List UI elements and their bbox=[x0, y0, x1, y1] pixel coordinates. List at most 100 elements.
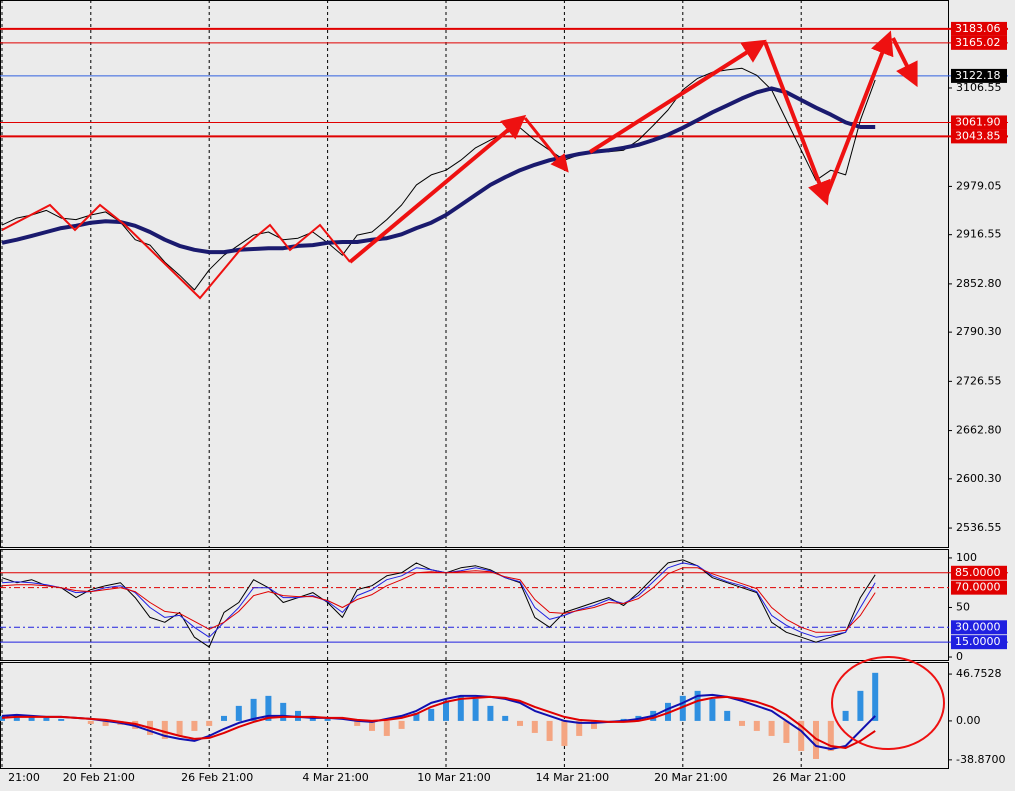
histogram-bar bbox=[87, 720, 94, 724]
histogram-bar bbox=[176, 720, 183, 736]
y-tick-label: 2852.80 bbox=[956, 277, 1002, 290]
level-box bbox=[951, 115, 1007, 130]
histogram-bar bbox=[546, 720, 553, 741]
histogram-bar bbox=[13, 714, 20, 721]
histogram-bar bbox=[250, 698, 257, 721]
histogram-bar bbox=[827, 720, 834, 751]
histogram-bar bbox=[768, 720, 775, 736]
histogram-bar bbox=[265, 695, 272, 721]
y-tick-label: 3106.55 bbox=[956, 81, 1002, 94]
y-tick-label: 50 bbox=[956, 600, 970, 613]
level-label: 3043.85 bbox=[955, 129, 1001, 142]
x-tick-label: 21:00 bbox=[8, 771, 40, 784]
y-tick-label: -38.8700 bbox=[956, 753, 1005, 766]
x-tick-label: 14 Mar 21:00 bbox=[536, 771, 609, 784]
histogram-bar bbox=[531, 720, 538, 733]
histogram-bar bbox=[324, 718, 331, 721]
level-box bbox=[951, 565, 1007, 580]
histogram-bar bbox=[354, 720, 361, 726]
x-tick-label: 20 Mar 21:00 bbox=[654, 771, 727, 784]
y-tick-label: 2600.30 bbox=[956, 472, 1002, 485]
histogram-bar bbox=[369, 720, 375, 731]
histogram-bar bbox=[783, 720, 790, 743]
x-tick-label: 20 Feb 21:00 bbox=[63, 771, 135, 784]
histogram-bar bbox=[561, 720, 568, 746]
y-tick-label: 2662.80 bbox=[956, 424, 1002, 437]
arrow bbox=[891, 37, 918, 88]
arrow bbox=[763, 41, 831, 206]
level-label: 3061.90 bbox=[955, 115, 1001, 128]
histogram-bar bbox=[43, 717, 50, 721]
histogram-bar bbox=[591, 720, 597, 729]
x-tick-label: 4 Mar 21:00 bbox=[302, 771, 368, 784]
histogram-bar bbox=[842, 710, 849, 721]
histogram-bar bbox=[502, 715, 509, 721]
histogram-bar bbox=[398, 720, 405, 729]
level-label: 70.0000 bbox=[955, 581, 1001, 594]
level-box bbox=[951, 35, 1007, 50]
histogram-bar bbox=[457, 695, 464, 721]
arrow bbox=[348, 114, 527, 264]
level-label: 30.0000 bbox=[955, 620, 1001, 633]
histogram-bar bbox=[517, 720, 523, 726]
annotations bbox=[1, 30, 945, 750]
series-line bbox=[1, 562, 876, 638]
histogram-bar bbox=[28, 716, 35, 721]
y-tick-label: 2726.55 bbox=[956, 374, 1002, 387]
histogram-bar bbox=[857, 690, 864, 721]
histogram-bar bbox=[413, 712, 420, 721]
series-line bbox=[1, 567, 876, 633]
series-line bbox=[1, 695, 876, 749]
level-box bbox=[951, 129, 1007, 144]
panel-frame bbox=[0, 549, 949, 661]
histogram-bar bbox=[709, 698, 716, 721]
y-tick-label: 2979.05 bbox=[956, 179, 1002, 192]
histogram-bar bbox=[191, 720, 198, 731]
histogram-bar bbox=[235, 705, 242, 721]
histogram-bar bbox=[221, 715, 227, 721]
x-tick-label: 10 Mar 21:00 bbox=[417, 771, 490, 784]
level-label: 3183.06 bbox=[955, 22, 1001, 35]
arrow bbox=[523, 117, 569, 173]
y-tick-label: 0.00 bbox=[956, 714, 981, 727]
series-line bbox=[1, 67, 876, 291]
histogram-bar bbox=[472, 698, 479, 721]
histogram-bar bbox=[280, 702, 287, 721]
x-tick-label: 26 Mar 21:00 bbox=[772, 771, 845, 784]
histogram-bar bbox=[724, 710, 731, 721]
histogram-bar bbox=[443, 700, 449, 721]
level-box bbox=[951, 620, 1007, 635]
histogram-bar bbox=[428, 708, 435, 721]
level-label: 3122.18 bbox=[955, 69, 1001, 82]
histogram-bar bbox=[161, 720, 168, 739]
level-label: 85.0000 bbox=[955, 566, 1001, 579]
histogram-bar bbox=[739, 720, 745, 726]
highlight-circle bbox=[831, 656, 945, 750]
histogram-bar bbox=[487, 705, 494, 721]
y-tick-label: 2790.30 bbox=[956, 325, 1002, 338]
arrow bbox=[588, 39, 767, 154]
y-tick-label: 46.7528 bbox=[956, 667, 1002, 680]
zigzag bbox=[1, 203, 351, 300]
histogram-bar bbox=[679, 695, 686, 721]
y-tick-label: 2536.55 bbox=[956, 521, 1002, 534]
histogram-bar bbox=[383, 720, 390, 736]
histogram-bar bbox=[58, 718, 65, 721]
arrow bbox=[823, 30, 894, 201]
series-line bbox=[1, 86, 876, 255]
y-tick-label: 100 bbox=[956, 551, 977, 564]
x-tick-label: 26 Feb 21:00 bbox=[181, 771, 253, 784]
histogram-bar bbox=[206, 720, 213, 726]
level-box bbox=[951, 68, 1007, 83]
level-box bbox=[951, 580, 1007, 595]
panel-frame bbox=[0, 662, 949, 769]
panel-frame bbox=[0, 0, 949, 548]
histogram-bar bbox=[694, 690, 701, 721]
histogram-bar bbox=[753, 720, 760, 731]
level-box bbox=[951, 635, 1007, 650]
histogram-bar bbox=[798, 720, 805, 751]
histogram-bar bbox=[872, 672, 879, 721]
y-tick-label: 2916.55 bbox=[956, 228, 1002, 241]
level-label: 15.0000 bbox=[955, 635, 1001, 648]
